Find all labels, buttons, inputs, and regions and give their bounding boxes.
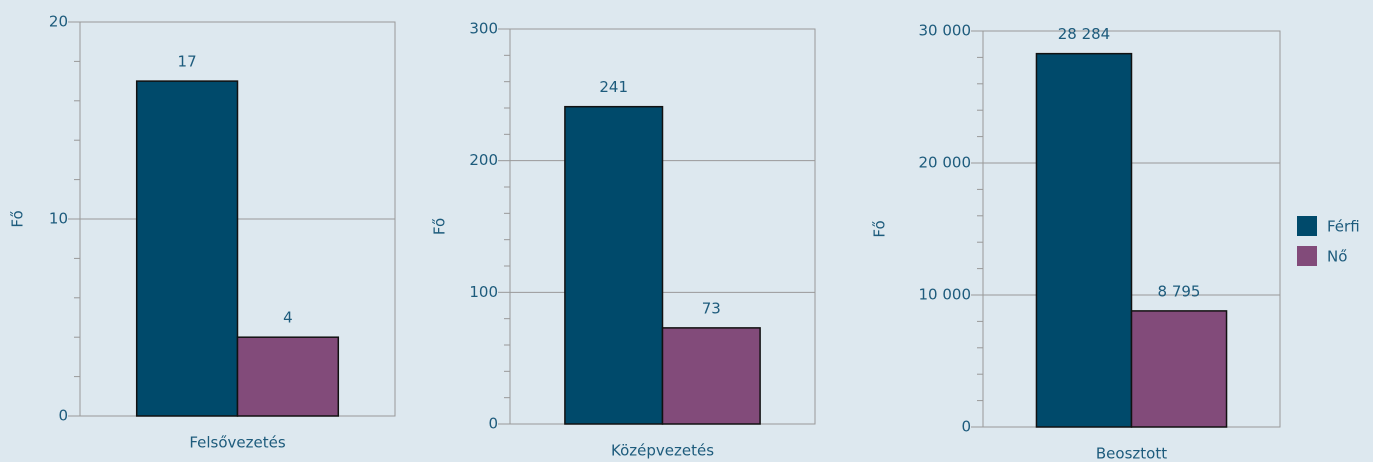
bar (135, 80, 239, 417)
data-label: 73 (702, 299, 721, 317)
legend-label: Nő (1327, 248, 1347, 266)
y-axis-label: Fő (431, 218, 449, 235)
y-tick-label: 0 (961, 418, 971, 436)
y-tick-label: 30 000 (919, 22, 972, 40)
bar (564, 105, 664, 425)
y-tick-label: 20 (49, 13, 68, 31)
x-tick-label: Beosztott (1096, 445, 1167, 462)
y-axis-label: Fő (9, 210, 27, 227)
y-tick-label: 200 (469, 151, 498, 169)
legend-swatch (1297, 216, 1317, 236)
data-label: 8 795 (1158, 282, 1201, 300)
data-label: 17 (178, 53, 197, 71)
data-label: 4 (283, 309, 293, 327)
legend-swatch (1297, 246, 1317, 266)
bar (1130, 310, 1228, 428)
bar (1035, 52, 1133, 428)
y-tick-label: 0 (58, 407, 68, 425)
y-tick-label: 20 000 (919, 154, 972, 172)
data-label: 241 (599, 78, 628, 96)
y-tick-label: 100 (469, 283, 498, 301)
y-tick-label: 10 000 (919, 286, 972, 304)
y-axis-label: Fő (871, 220, 889, 237)
data-label: 28 284 (1058, 25, 1111, 43)
y-tick-label: 0 (488, 415, 498, 433)
y-tick-label: 300 (469, 20, 498, 38)
x-tick-label: Középvezetés (611, 442, 714, 460)
legend-label: Férfi (1327, 218, 1360, 236)
y-tick-label: 10 (49, 210, 68, 228)
x-tick-label: Felsővezetés (189, 434, 286, 452)
bar (661, 327, 761, 425)
bar (236, 336, 340, 417)
